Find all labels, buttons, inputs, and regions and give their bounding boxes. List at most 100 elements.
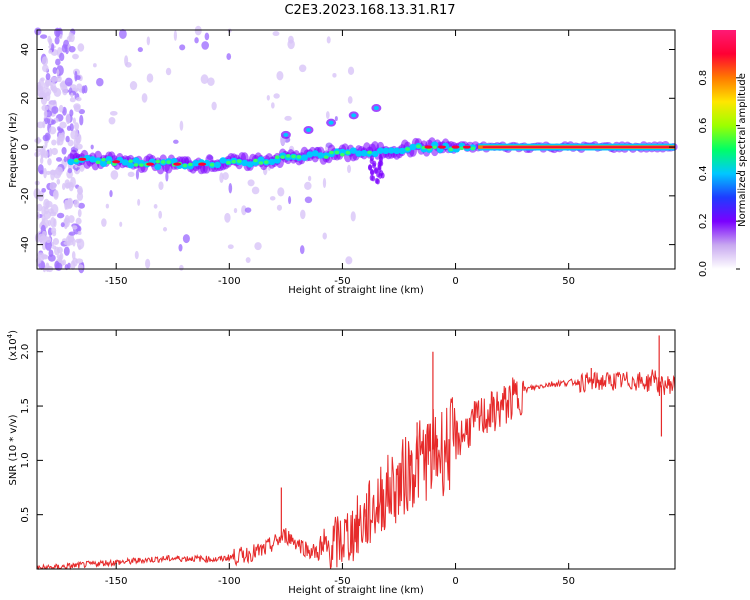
noise-blob xyxy=(50,204,59,215)
band-blob xyxy=(376,147,384,154)
spectrogram-x-tick-label: -100 xyxy=(218,276,241,287)
noise-blob xyxy=(276,70,284,81)
noise-blob xyxy=(345,256,353,265)
noise-blob xyxy=(43,109,48,119)
noise-blob xyxy=(61,44,68,53)
dispersion-blob xyxy=(379,170,384,177)
noise-blob xyxy=(36,252,45,258)
band-core xyxy=(296,155,302,159)
band-core xyxy=(340,152,345,157)
noise-blob xyxy=(244,207,252,213)
band-hotspot xyxy=(424,145,433,149)
noise-blob xyxy=(41,187,46,193)
noise-blob xyxy=(228,183,233,194)
snr-y-tick-label: 2.0 xyxy=(20,344,31,360)
band-blob xyxy=(387,147,395,154)
noise-blob xyxy=(245,257,251,263)
noise-blob xyxy=(96,77,104,87)
noise-blob xyxy=(347,66,355,76)
colorbar-tick-label: 0.0 xyxy=(698,261,709,277)
noise-blob xyxy=(93,63,97,68)
band-blob xyxy=(273,157,281,164)
noise-blob xyxy=(101,218,107,227)
noise-blob xyxy=(61,84,68,96)
band-blob xyxy=(154,163,162,171)
noise-blob xyxy=(62,259,67,266)
noise-blob xyxy=(68,46,76,53)
noise-blob xyxy=(50,76,59,82)
noise-blob xyxy=(284,115,292,121)
snr-multiplier-base: (x10 xyxy=(8,338,19,361)
noise-blob xyxy=(67,167,73,174)
figure-title: C2E3.2023.168.13.31.R17 xyxy=(284,3,455,18)
noise-blob xyxy=(77,185,83,195)
noise-blob xyxy=(47,219,51,227)
band-blob xyxy=(246,161,254,168)
snr-series-line xyxy=(36,369,676,571)
noise-blob xyxy=(211,101,217,111)
band-core xyxy=(133,163,139,167)
noise-blob xyxy=(56,69,60,76)
noise-blob xyxy=(224,212,231,223)
svg-text:(x104): (x104) xyxy=(6,330,19,361)
noise-blob xyxy=(75,143,83,150)
noise-blob xyxy=(247,179,255,187)
dispersion-blob xyxy=(378,154,383,161)
noise-blob xyxy=(222,172,229,180)
noise-blob xyxy=(304,181,312,191)
noise-blob xyxy=(326,36,331,44)
band-core xyxy=(291,154,296,159)
noise-blob xyxy=(78,108,86,115)
noise-blob xyxy=(322,177,327,189)
noise-blob xyxy=(332,72,337,78)
band-hotspot xyxy=(198,162,207,166)
noise-blob xyxy=(47,158,52,166)
noise-blob xyxy=(43,198,50,210)
noise-blob xyxy=(70,92,74,98)
noise-blob xyxy=(273,93,280,99)
noise-blob xyxy=(65,113,71,125)
noise-blob xyxy=(158,210,163,219)
noise-blob xyxy=(41,56,49,66)
noise-blob xyxy=(45,239,52,251)
band-core xyxy=(367,150,372,155)
colorbar: 0.0 0.2 0.4 0.6 0.8 Normalized spectral ampl… xyxy=(698,30,748,277)
noise-blob xyxy=(54,36,60,45)
noise-blob xyxy=(68,231,76,236)
noise-blob xyxy=(334,116,338,122)
noise-blob xyxy=(68,215,75,224)
colorbar-ticks: 0.0 0.2 0.4 0.6 0.8 xyxy=(698,70,740,277)
band-core xyxy=(253,158,258,163)
noise-blob xyxy=(39,147,45,157)
noise-blob xyxy=(71,225,78,230)
spectrogram-x-tick-label: -50 xyxy=(334,276,350,287)
noise-blob xyxy=(109,110,118,116)
band-core xyxy=(106,160,112,165)
snr-y-label: SNR (10 * v/v) xyxy=(8,414,19,485)
band-core xyxy=(226,160,231,165)
noise-blob xyxy=(81,85,86,94)
band-core xyxy=(264,160,269,164)
band-blob xyxy=(127,161,135,169)
noise-blob xyxy=(47,254,56,262)
noise-blob xyxy=(272,31,280,37)
noise-blob xyxy=(42,64,49,73)
noise-blob xyxy=(56,178,61,185)
noise-blob xyxy=(56,75,62,83)
band-blob xyxy=(360,149,368,157)
noise-blob xyxy=(73,199,80,208)
noise-blob xyxy=(179,264,184,271)
snr-x-axis: -150 -100 -50 0 50 xyxy=(105,330,575,587)
band-core xyxy=(95,160,101,165)
dispersion-blob xyxy=(372,160,377,167)
noise-blob xyxy=(74,70,78,82)
noise-blob xyxy=(269,196,276,201)
band-core xyxy=(334,150,340,155)
band-core xyxy=(470,146,476,151)
harmonic-blob xyxy=(351,113,357,118)
band-hotspot xyxy=(437,145,446,149)
band-blob xyxy=(317,152,325,159)
noise-blob xyxy=(53,168,62,179)
noise-blob xyxy=(74,122,80,131)
noise-blob xyxy=(77,209,82,218)
